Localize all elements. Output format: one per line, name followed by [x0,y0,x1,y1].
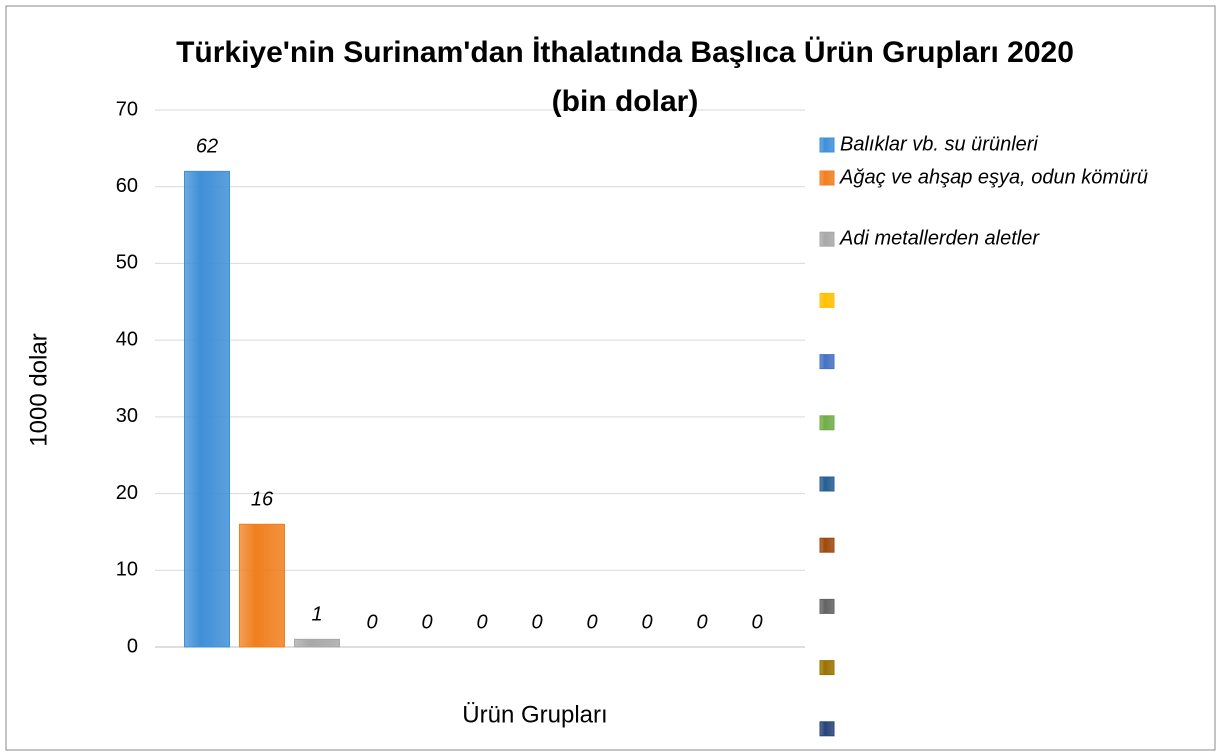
data-label: 0 [641,611,652,633]
legend-swatch [819,660,835,676]
legend-swatch [819,354,835,370]
legend-swatch [819,231,835,247]
data-label: 0 [531,611,542,633]
data-label: 0 [751,611,762,633]
data-label: 0 [421,611,432,633]
y-tick-label: 20 [116,482,138,504]
legend-label: Ağaç ve ahşap eşya, odun kömürü [839,166,1148,188]
data-label: 0 [366,611,377,633]
y-tick-label: 10 [116,559,138,581]
y-tick-label: 40 [116,328,138,350]
legend-swatch [819,137,835,153]
y-tick-label: 30 [116,405,138,427]
legend-swatch [819,721,835,737]
data-label: 0 [586,611,597,633]
data-label: 0 [696,611,707,633]
legend-swatch [819,415,835,431]
bar [184,170,230,648]
legend-swatch [819,292,835,308]
legend-swatch [819,170,835,186]
legend-label: Adi metallerden aletler [839,227,1040,249]
y-tick-label: 70 [116,98,138,120]
y-tick-label: 0 [127,635,138,657]
y-tick-label: 60 [116,175,138,197]
y-tick-label: 50 [116,252,138,274]
chart-title: Türkiye'nin Surinam'dan İthalatında Başl… [176,36,1074,118]
data-label: 16 [251,489,274,511]
legend-swatch [819,598,835,614]
legend-swatch [819,476,835,492]
data-label: 0 [476,611,487,633]
bar [294,638,340,648]
x-axis-label: Ürün Grupları [462,701,607,728]
legend-label: Balıklar vb. su ürünleri [840,133,1038,155]
y-axis-label: 1000 dolar [25,333,52,446]
data-label: 62 [196,136,218,158]
legend-swatch [819,537,835,553]
chart-border [5,5,1216,751]
bar [239,523,285,648]
data-label: 1 [311,604,322,626]
